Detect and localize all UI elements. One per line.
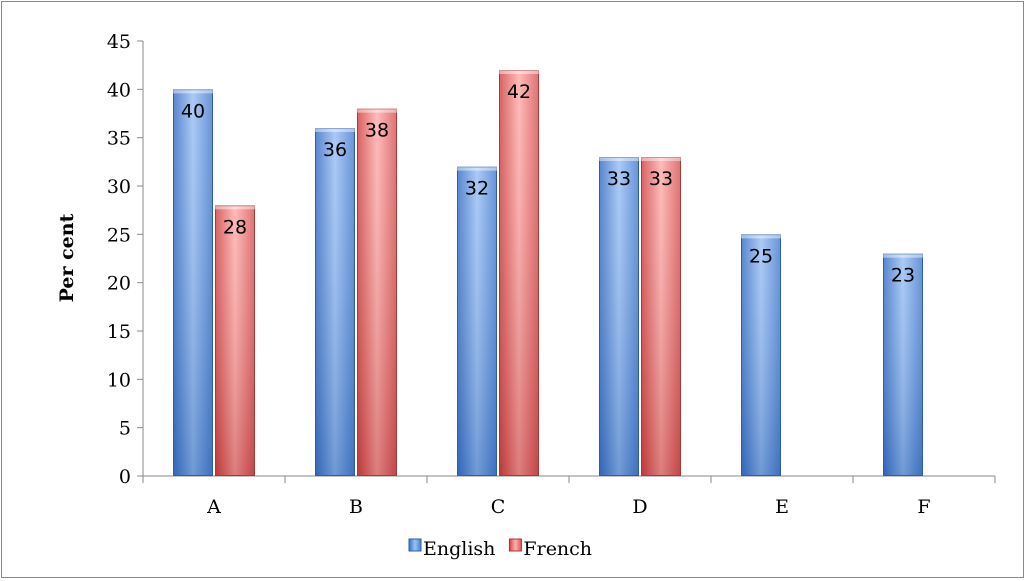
data-labels: 40 36 32 33 25 23 28 38 42 33 (181, 81, 915, 287)
x-tick-label: A (206, 496, 221, 518)
bar (457, 166, 497, 477)
bar (883, 253, 923, 476)
bar (641, 157, 681, 476)
bar-top-highlight (215, 205, 255, 210)
bar (599, 157, 639, 476)
y-axis-title: Per cent (56, 213, 78, 302)
bar-shade (315, 128, 355, 476)
legend-label: French (523, 538, 592, 560)
y-tick-label: 35 (107, 128, 131, 150)
bar (315, 128, 355, 476)
y-tick-label: 15 (107, 321, 131, 343)
data-label: 42 (507, 81, 531, 103)
y-tick-label: 20 (107, 273, 131, 295)
y-tick-label: 5 (119, 418, 131, 440)
legend-item: English (408, 538, 495, 560)
bar-shade (457, 166, 497, 476)
bar-shade (357, 108, 397, 477)
x-tick-label: E (775, 496, 789, 518)
data-label: 23 (891, 265, 915, 287)
bar-shade (599, 157, 639, 476)
bar-shade (641, 157, 681, 476)
data-label: 32 (465, 178, 489, 200)
bar-outline (315, 128, 355, 476)
bar-outline (173, 89, 213, 476)
bar-shade (741, 234, 781, 476)
x-tick-label: B (349, 496, 363, 518)
bar (173, 89, 213, 476)
data-label: 40 (181, 100, 205, 122)
bar-shade (499, 70, 539, 476)
bar-outline (883, 253, 923, 476)
y-tick-label: 25 (107, 224, 131, 246)
bar-top-highlight (599, 157, 639, 161)
y-tick-label: 45 (107, 31, 131, 53)
bar-top-highlight (641, 157, 681, 161)
y-tick-label: 30 (107, 176, 131, 198)
bar-top-highlight (457, 166, 497, 171)
bar-outline (499, 70, 539, 476)
bar-outline (215, 205, 255, 476)
legend: English French (408, 538, 592, 560)
bar-outline (357, 108, 397, 477)
bar-outline (599, 157, 639, 476)
bar-outline (641, 157, 681, 476)
y-tick-label: 10 (107, 369, 131, 391)
data-label: 38 (365, 120, 389, 142)
bar (741, 234, 781, 476)
legend-item: French (508, 538, 592, 560)
bar-shade (215, 205, 255, 477)
bars (173, 70, 923, 477)
bar-top-highlight (173, 89, 213, 94)
axes: 0 5 10 15 20 25 30 35 40 45 A B C D E F Per cent (56, 31, 996, 518)
bar-shade (173, 89, 213, 476)
y-tick-label: 40 (107, 79, 131, 101)
data-label: 25 (749, 245, 773, 267)
x-tick-label: F (917, 496, 930, 518)
data-label: 33 (607, 168, 631, 190)
bar-top-highlight (499, 70, 539, 74)
y-tick-label: 0 (119, 466, 131, 488)
bar-outline (457, 166, 497, 477)
bar (357, 108, 397, 477)
legend-swatch (408, 538, 422, 552)
bar-shade (883, 253, 923, 476)
legend-label: English (423, 538, 495, 560)
bar (499, 70, 539, 476)
x-tick-label: D (632, 496, 647, 518)
x-tick-label: C (491, 496, 506, 518)
data-label: 36 (323, 139, 347, 161)
data-label: 28 (223, 216, 247, 238)
data-label: 33 (649, 168, 673, 190)
bar-outline (741, 234, 781, 476)
bar (215, 205, 255, 477)
bar-top-highlight (315, 128, 355, 132)
bar-top-highlight (883, 253, 923, 258)
bar-top-highlight (357, 108, 397, 113)
legend-swatch (508, 538, 522, 552)
bar-top-highlight (741, 234, 781, 239)
